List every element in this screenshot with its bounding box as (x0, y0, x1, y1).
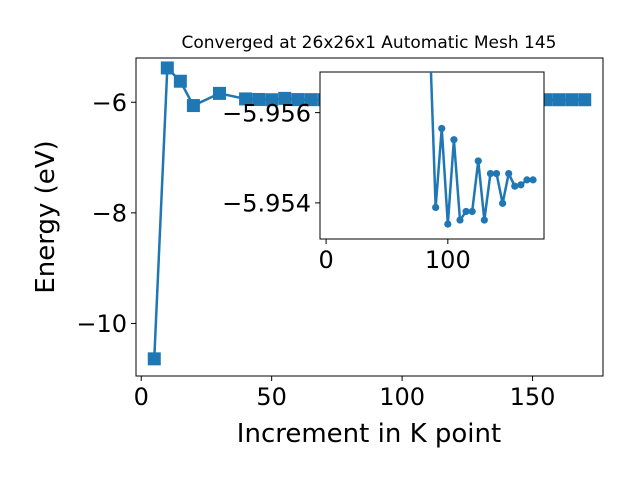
inset-data-point (450, 136, 458, 144)
inset-data-point (432, 203, 440, 212)
inset-y-tick-label: −5.956 (222, 99, 311, 127)
main-data-point (265, 93, 279, 107)
main-data-point (252, 92, 266, 106)
inset-data-point (499, 199, 507, 207)
inset-data-point (438, 124, 446, 133)
inset-data-point (474, 157, 482, 165)
inset-x-tick-label: 100 (425, 246, 471, 274)
y-axis-label: Energy (eV) (31, 140, 61, 293)
inset-data-point (456, 216, 464, 224)
main-y-tick-label: −6 (92, 89, 127, 117)
main-data-point (186, 99, 200, 113)
main-data-point (160, 61, 174, 75)
main-data-point (173, 74, 187, 88)
main-x-tick-label: 150 (510, 383, 556, 411)
main-y-tick-label: −8 (92, 199, 127, 227)
inset-data-point (517, 181, 525, 189)
main-data-point (565, 93, 579, 107)
main-x-tick-label: 50 (256, 383, 287, 411)
inset-series (429, 72, 537, 228)
main-data-point (578, 93, 592, 107)
main-data-point (147, 352, 161, 366)
inset-data-point (486, 169, 495, 178)
inset-data-point (511, 182, 519, 190)
inset-x-tick-label: 0 (318, 246, 333, 274)
main-data-point (552, 93, 566, 107)
inset-data-point (462, 207, 470, 216)
chart-title: Converged at 26x26x1 Automatic Mesh 145 (182, 33, 557, 53)
main-data-point (212, 86, 226, 100)
main-data-point (239, 92, 253, 106)
inset-data-point (505, 169, 513, 178)
main-axis-ticks: 0 50 100 150 −10 −8 −6 (76, 89, 555, 411)
x-axis-label: Increment in K point (237, 419, 501, 449)
inset-data-point (480, 216, 488, 224)
inset-data-point (529, 176, 537, 184)
inset-axis-ticks: 0 100 −5.956 −5.954 (222, 99, 471, 274)
inset-data-point (468, 207, 476, 216)
main-x-tick-label: 100 (379, 383, 425, 411)
main-x-tick-label: 0 (134, 383, 149, 411)
main-data-point (278, 91, 292, 105)
main-y-tick-label: −10 (76, 310, 127, 338)
inset-y-tick-label: −5.954 (222, 190, 311, 218)
main-data-point (304, 93, 318, 107)
inset-data-point (492, 169, 501, 178)
inset-data-point (444, 220, 452, 228)
inset-data-point (523, 176, 531, 184)
main-data-point (291, 93, 305, 107)
